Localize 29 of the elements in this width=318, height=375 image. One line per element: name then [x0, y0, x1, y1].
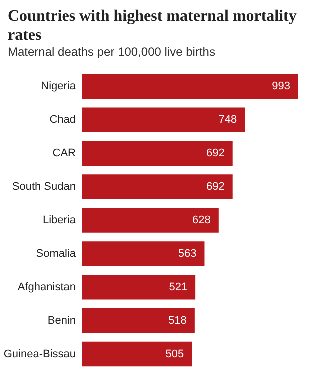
y-tick-label: Chad: [50, 114, 76, 126]
bar: [82, 74, 298, 100]
bar: [82, 174, 233, 200]
data-label: 518: [168, 314, 187, 327]
bar: [82, 308, 195, 334]
bar: [82, 208, 219, 233]
data-label: 692: [206, 148, 225, 160]
data-label: 521: [169, 281, 188, 294]
y-tick-label: Somalia: [36, 248, 77, 260]
data-label: 563: [178, 248, 197, 260]
y-tick-label: South Sudan: [12, 181, 76, 194]
y-tick-label: CAR: [52, 148, 76, 160]
y-tick-label: Afghanistan: [18, 281, 76, 294]
y-tick-label: Guinea-Bissau: [4, 348, 76, 360]
bar: [82, 242, 205, 266]
y-tick-label: Benin: [48, 314, 76, 327]
bar: [82, 108, 246, 133]
bar: [82, 342, 192, 367]
chart-title: Countries with highest maternal mortality rates: [8, 8, 301, 44]
bar: [82, 141, 233, 166]
data-label: 628: [192, 214, 211, 226]
data-label: 692: [206, 181, 225, 194]
data-label: 993: [272, 80, 290, 93]
y-tick-label: Nigeria: [41, 80, 77, 93]
data-label: 748: [218, 114, 238, 126]
bar: [82, 275, 196, 300]
y-tick-label: Liberia: [42, 214, 77, 226]
data-label: 505: [166, 348, 184, 360]
chart-subtitle: Maternal deaths per 100,000 live births: [8, 45, 216, 59]
